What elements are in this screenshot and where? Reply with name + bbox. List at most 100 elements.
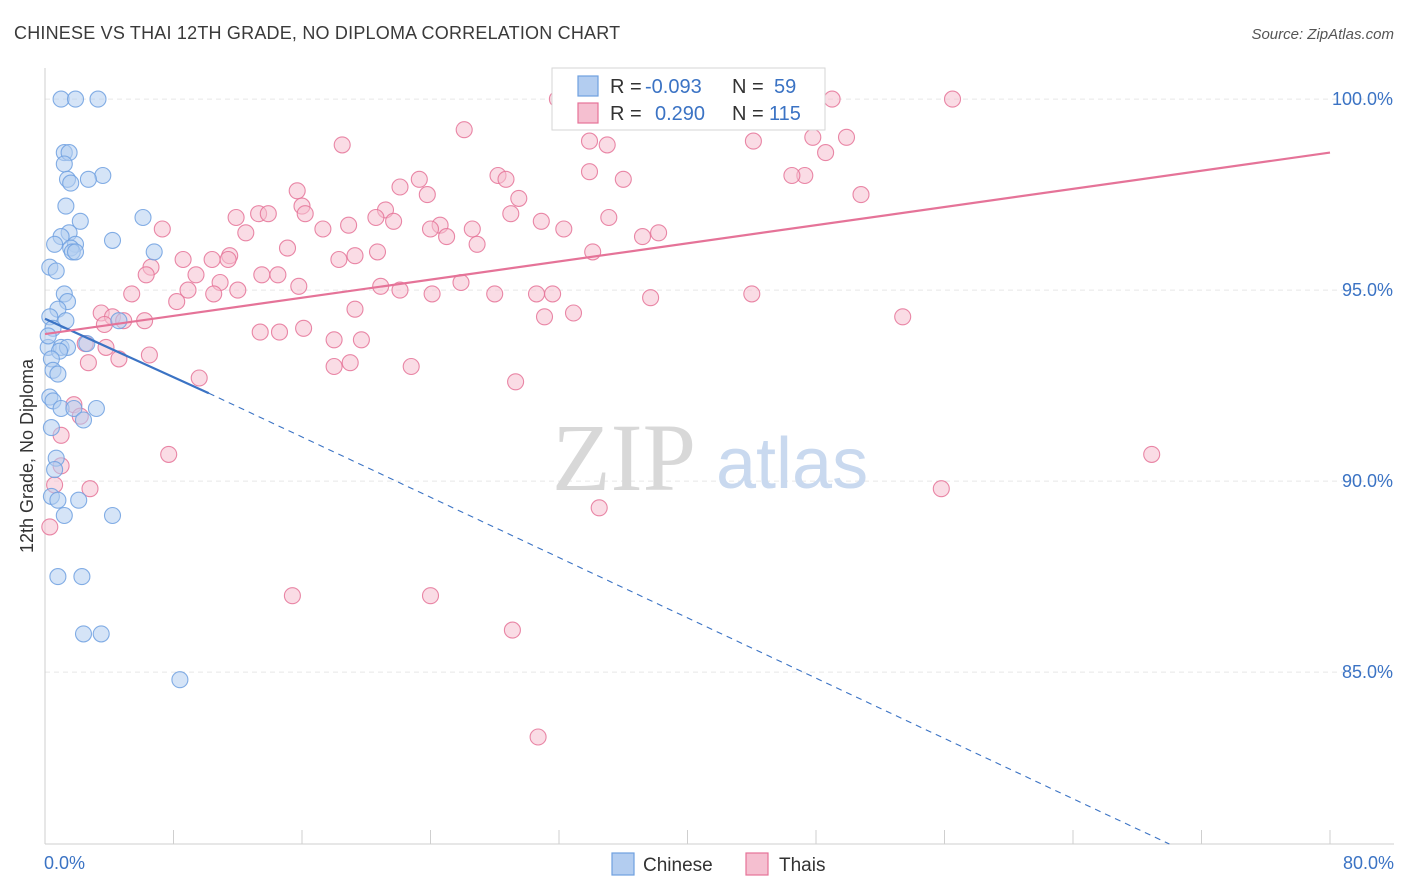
- chart-source: Source: ZipAtlas.com: [1251, 26, 1394, 43]
- thais-point: [590, 499, 608, 517]
- thais-point: [288, 182, 306, 200]
- thais-point: [290, 277, 308, 295]
- x-tick-label-min: 0.0%: [44, 853, 85, 873]
- thais-point: [943, 90, 962, 108]
- chinese-point: [49, 365, 67, 383]
- thais-point: [438, 228, 456, 246]
- grid: [45, 98, 1394, 673]
- thais-point: [229, 281, 247, 299]
- thais-point: [237, 224, 255, 242]
- chinese-point: [65, 399, 83, 418]
- legend-r-value-thais: 0.290: [655, 103, 705, 125]
- thais-point: [783, 166, 801, 185]
- series-legend-label-thais: Thais: [779, 855, 825, 876]
- thais-point: [168, 293, 186, 311]
- chinese-point: [55, 506, 73, 525]
- thais-point: [352, 331, 370, 349]
- series-legend-swatch-thais: [745, 852, 769, 876]
- series-legend-swatch-chinese: [611, 852, 635, 876]
- thais-point: [187, 266, 205, 284]
- thais-point: [418, 186, 436, 204]
- watermark-atlas: atlas: [716, 424, 868, 504]
- thais-point: [743, 285, 761, 303]
- y-tick-label: 90.0%: [1342, 471, 1393, 491]
- x-tick-label-max: 80.0%: [1343, 853, 1394, 873]
- thais-point: [205, 285, 223, 303]
- thais-point: [79, 354, 97, 372]
- thais-point: [564, 304, 583, 322]
- thais-point: [823, 90, 841, 108]
- chinese-point: [94, 166, 112, 185]
- thais-point: [580, 132, 599, 150]
- thais-point: [600, 208, 618, 227]
- thais-point: [160, 445, 178, 463]
- thais-point: [932, 480, 950, 498]
- chinese-point: [110, 312, 128, 330]
- thais-point: [153, 220, 171, 238]
- chinese-point: [171, 671, 189, 689]
- thais-point: [580, 163, 599, 181]
- thais-point: [340, 216, 358, 234]
- thais-point: [532, 212, 550, 230]
- chinese-point: [47, 262, 65, 280]
- chinese-point: [42, 419, 60, 437]
- y-axis-tick-labels: 85.0% 90.0% 95.0% 100.0%: [1332, 89, 1393, 682]
- chinese-point: [70, 491, 88, 509]
- chinese-point: [103, 231, 122, 249]
- thais-point: [529, 728, 547, 746]
- thais-point: [421, 587, 440, 605]
- thais-point: [1143, 445, 1161, 463]
- chinese-point: [145, 243, 163, 261]
- thais-point: [174, 250, 192, 269]
- thais-point: [81, 480, 99, 498]
- chinese-point: [74, 625, 93, 643]
- chart-title: CHINESE VS THAI 12TH GRADE, NO DIPLOMA C…: [14, 23, 620, 43]
- thais-point: [346, 247, 364, 265]
- chinese-point: [52, 90, 70, 108]
- thais-point: [368, 243, 387, 261]
- chinese-point: [103, 506, 122, 525]
- thais-point: [510, 189, 528, 207]
- series-legend-label-chinese: Chinese: [643, 855, 713, 876]
- thais-point: [41, 518, 59, 536]
- thais-point: [852, 186, 870, 204]
- legend-r-value-chinese: -0.093: [645, 76, 702, 98]
- y-tick-label: 95.0%: [1342, 280, 1393, 300]
- legend-swatch-chinese: [577, 75, 599, 97]
- thais-point: [642, 289, 660, 307]
- thais-point: [544, 285, 562, 303]
- thais-point: [633, 228, 652, 246]
- thais-point: [817, 144, 835, 162]
- y-axis-label: 12th Grade, No Diploma: [17, 358, 37, 553]
- chinese-point: [71, 212, 89, 230]
- thais-point: [203, 250, 221, 269]
- thais-point: [503, 621, 521, 639]
- thais-point: [140, 346, 158, 364]
- thais-point: [341, 354, 359, 372]
- thais-point: [269, 266, 287, 284]
- watermark: ZIP atlas: [552, 404, 868, 511]
- trend-lines: [44, 151, 1331, 845]
- thais-point: [190, 369, 208, 387]
- thais-point: [507, 373, 525, 391]
- chinese-point: [49, 568, 67, 586]
- thais-point: [227, 208, 245, 227]
- thais-point: [330, 250, 348, 269]
- thais-point: [497, 170, 515, 188]
- chinese-point: [66, 90, 85, 108]
- chinese-point: [74, 411, 93, 429]
- chinese-point: [66, 243, 85, 261]
- chinese-point: [49, 491, 67, 509]
- thais-point: [278, 239, 297, 257]
- y-tick-label: 100.0%: [1332, 89, 1393, 109]
- stats-legend: R = -0.093 N = 59 R = 0.290 N = 115: [551, 67, 826, 131]
- thais-point: [367, 208, 385, 227]
- thais-point: [410, 170, 428, 188]
- chinese-point: [73, 568, 91, 586]
- thais-point: [137, 266, 155, 284]
- thais-point: [259, 205, 277, 223]
- thais-trend-line: [44, 151, 1331, 336]
- thais-point: [219, 250, 237, 269]
- thais-point: [463, 220, 481, 238]
- legend-n-label-thais: N =: [732, 103, 764, 125]
